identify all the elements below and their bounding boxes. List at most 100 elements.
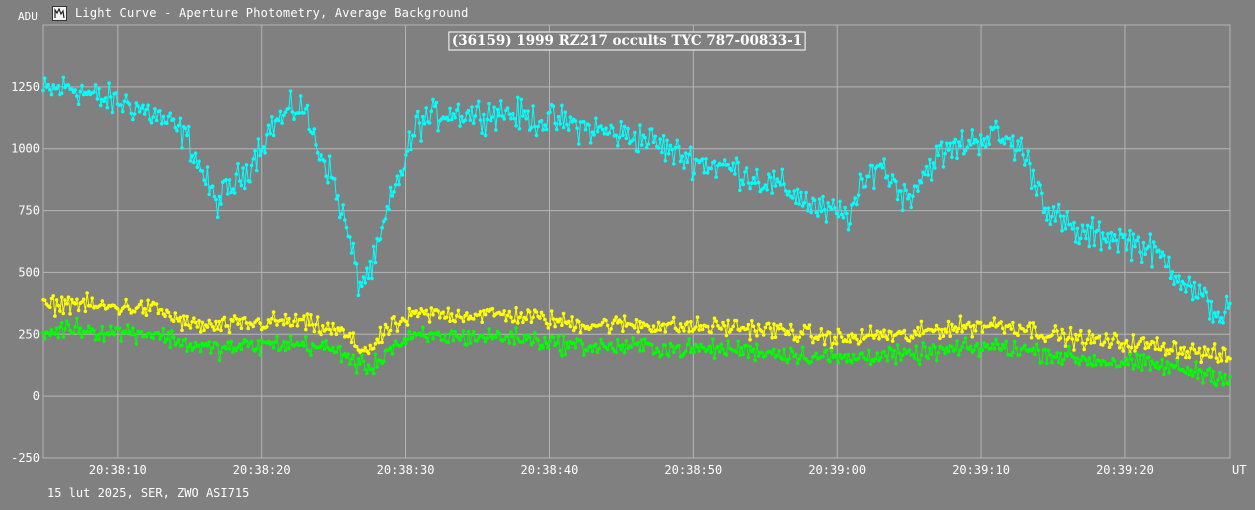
data-point bbox=[663, 159, 668, 163]
data-point bbox=[607, 331, 612, 335]
data-point bbox=[494, 128, 498, 132]
data-point bbox=[867, 333, 871, 338]
data-point bbox=[1197, 346, 1202, 351]
data-point bbox=[846, 227, 851, 232]
data-point bbox=[436, 309, 440, 313]
data-point bbox=[180, 343, 184, 348]
data-point bbox=[119, 339, 123, 343]
data-point bbox=[889, 330, 893, 334]
data-point bbox=[54, 298, 59, 302]
data-point bbox=[775, 177, 779, 181]
data-point bbox=[512, 342, 517, 346]
data-point bbox=[697, 328, 701, 332]
data-point bbox=[295, 340, 300, 345]
data-point bbox=[144, 313, 149, 318]
data-point bbox=[80, 335, 84, 339]
data-point bbox=[761, 333, 766, 337]
data-point bbox=[811, 340, 815, 345]
data-point bbox=[838, 199, 842, 204]
data-point bbox=[441, 338, 446, 342]
data-point bbox=[1040, 333, 1044, 338]
data-point bbox=[446, 340, 451, 345]
data-point bbox=[1128, 228, 1132, 233]
data-point bbox=[1173, 364, 1178, 368]
data-point bbox=[117, 312, 122, 316]
data-point bbox=[346, 352, 351, 357]
data-point bbox=[1153, 347, 1158, 351]
data-point bbox=[851, 352, 856, 357]
data-point bbox=[514, 326, 518, 330]
data-point bbox=[365, 266, 369, 271]
data-point bbox=[1126, 344, 1131, 349]
data-point bbox=[592, 133, 596, 137]
data-point bbox=[1001, 137, 1005, 142]
data-point bbox=[280, 318, 284, 322]
data-point bbox=[193, 151, 198, 155]
data-point bbox=[331, 321, 335, 326]
data-point bbox=[471, 317, 476, 321]
data-point bbox=[463, 118, 468, 122]
data-point bbox=[934, 144, 939, 149]
data-point bbox=[555, 127, 559, 132]
data-point bbox=[329, 332, 334, 336]
data-point bbox=[1143, 252, 1147, 256]
data-point bbox=[1001, 342, 1005, 347]
data-point bbox=[636, 149, 640, 154]
data-point bbox=[158, 337, 162, 341]
data-point bbox=[509, 330, 513, 334]
data-point bbox=[800, 204, 805, 208]
data-point bbox=[712, 159, 717, 164]
data-point bbox=[643, 337, 647, 341]
data-point bbox=[214, 319, 218, 324]
data-point bbox=[962, 152, 966, 156]
data-point bbox=[880, 334, 885, 339]
data-point bbox=[775, 353, 779, 358]
data-point bbox=[1196, 351, 1200, 355]
data-point bbox=[999, 140, 1003, 144]
data-point bbox=[1077, 362, 1081, 367]
data-point bbox=[346, 334, 351, 339]
data-point bbox=[824, 348, 829, 352]
data-point bbox=[90, 296, 94, 301]
data-point bbox=[1023, 343, 1027, 348]
data-point bbox=[507, 341, 512, 345]
data-point bbox=[704, 157, 708, 161]
data-point bbox=[1031, 346, 1036, 351]
data-point bbox=[514, 306, 518, 310]
data-point bbox=[1150, 359, 1154, 363]
data-point bbox=[880, 165, 885, 170]
data-point bbox=[1157, 248, 1161, 253]
data-point bbox=[85, 291, 89, 295]
data-point bbox=[943, 327, 947, 332]
data-point bbox=[385, 205, 390, 209]
data-point bbox=[251, 157, 256, 161]
data-point bbox=[292, 117, 296, 121]
data-point bbox=[690, 177, 695, 182]
data-point bbox=[624, 338, 629, 343]
x-axis-label: UT bbox=[1232, 463, 1246, 477]
data-point bbox=[644, 145, 649, 150]
data-point bbox=[631, 336, 635, 340]
data-point bbox=[526, 109, 530, 113]
data-point bbox=[921, 341, 925, 345]
data-point bbox=[1031, 168, 1036, 173]
data-point bbox=[892, 348, 896, 353]
data-point bbox=[521, 340, 525, 344]
data-point bbox=[1107, 246, 1112, 250]
data-point bbox=[114, 91, 118, 95]
data-point bbox=[522, 333, 527, 338]
data-point bbox=[739, 178, 744, 182]
data-point bbox=[680, 325, 685, 330]
data-point bbox=[144, 107, 149, 112]
data-point bbox=[939, 327, 944, 332]
data-point bbox=[821, 333, 825, 337]
data-point bbox=[1009, 353, 1014, 358]
data-point bbox=[310, 323, 315, 327]
data-point bbox=[202, 328, 206, 333]
data-point bbox=[1106, 337, 1110, 341]
data-point bbox=[1102, 237, 1107, 241]
data-point bbox=[556, 114, 561, 119]
data-point bbox=[955, 329, 959, 334]
data-point bbox=[139, 299, 144, 304]
data-point bbox=[1062, 214, 1066, 219]
